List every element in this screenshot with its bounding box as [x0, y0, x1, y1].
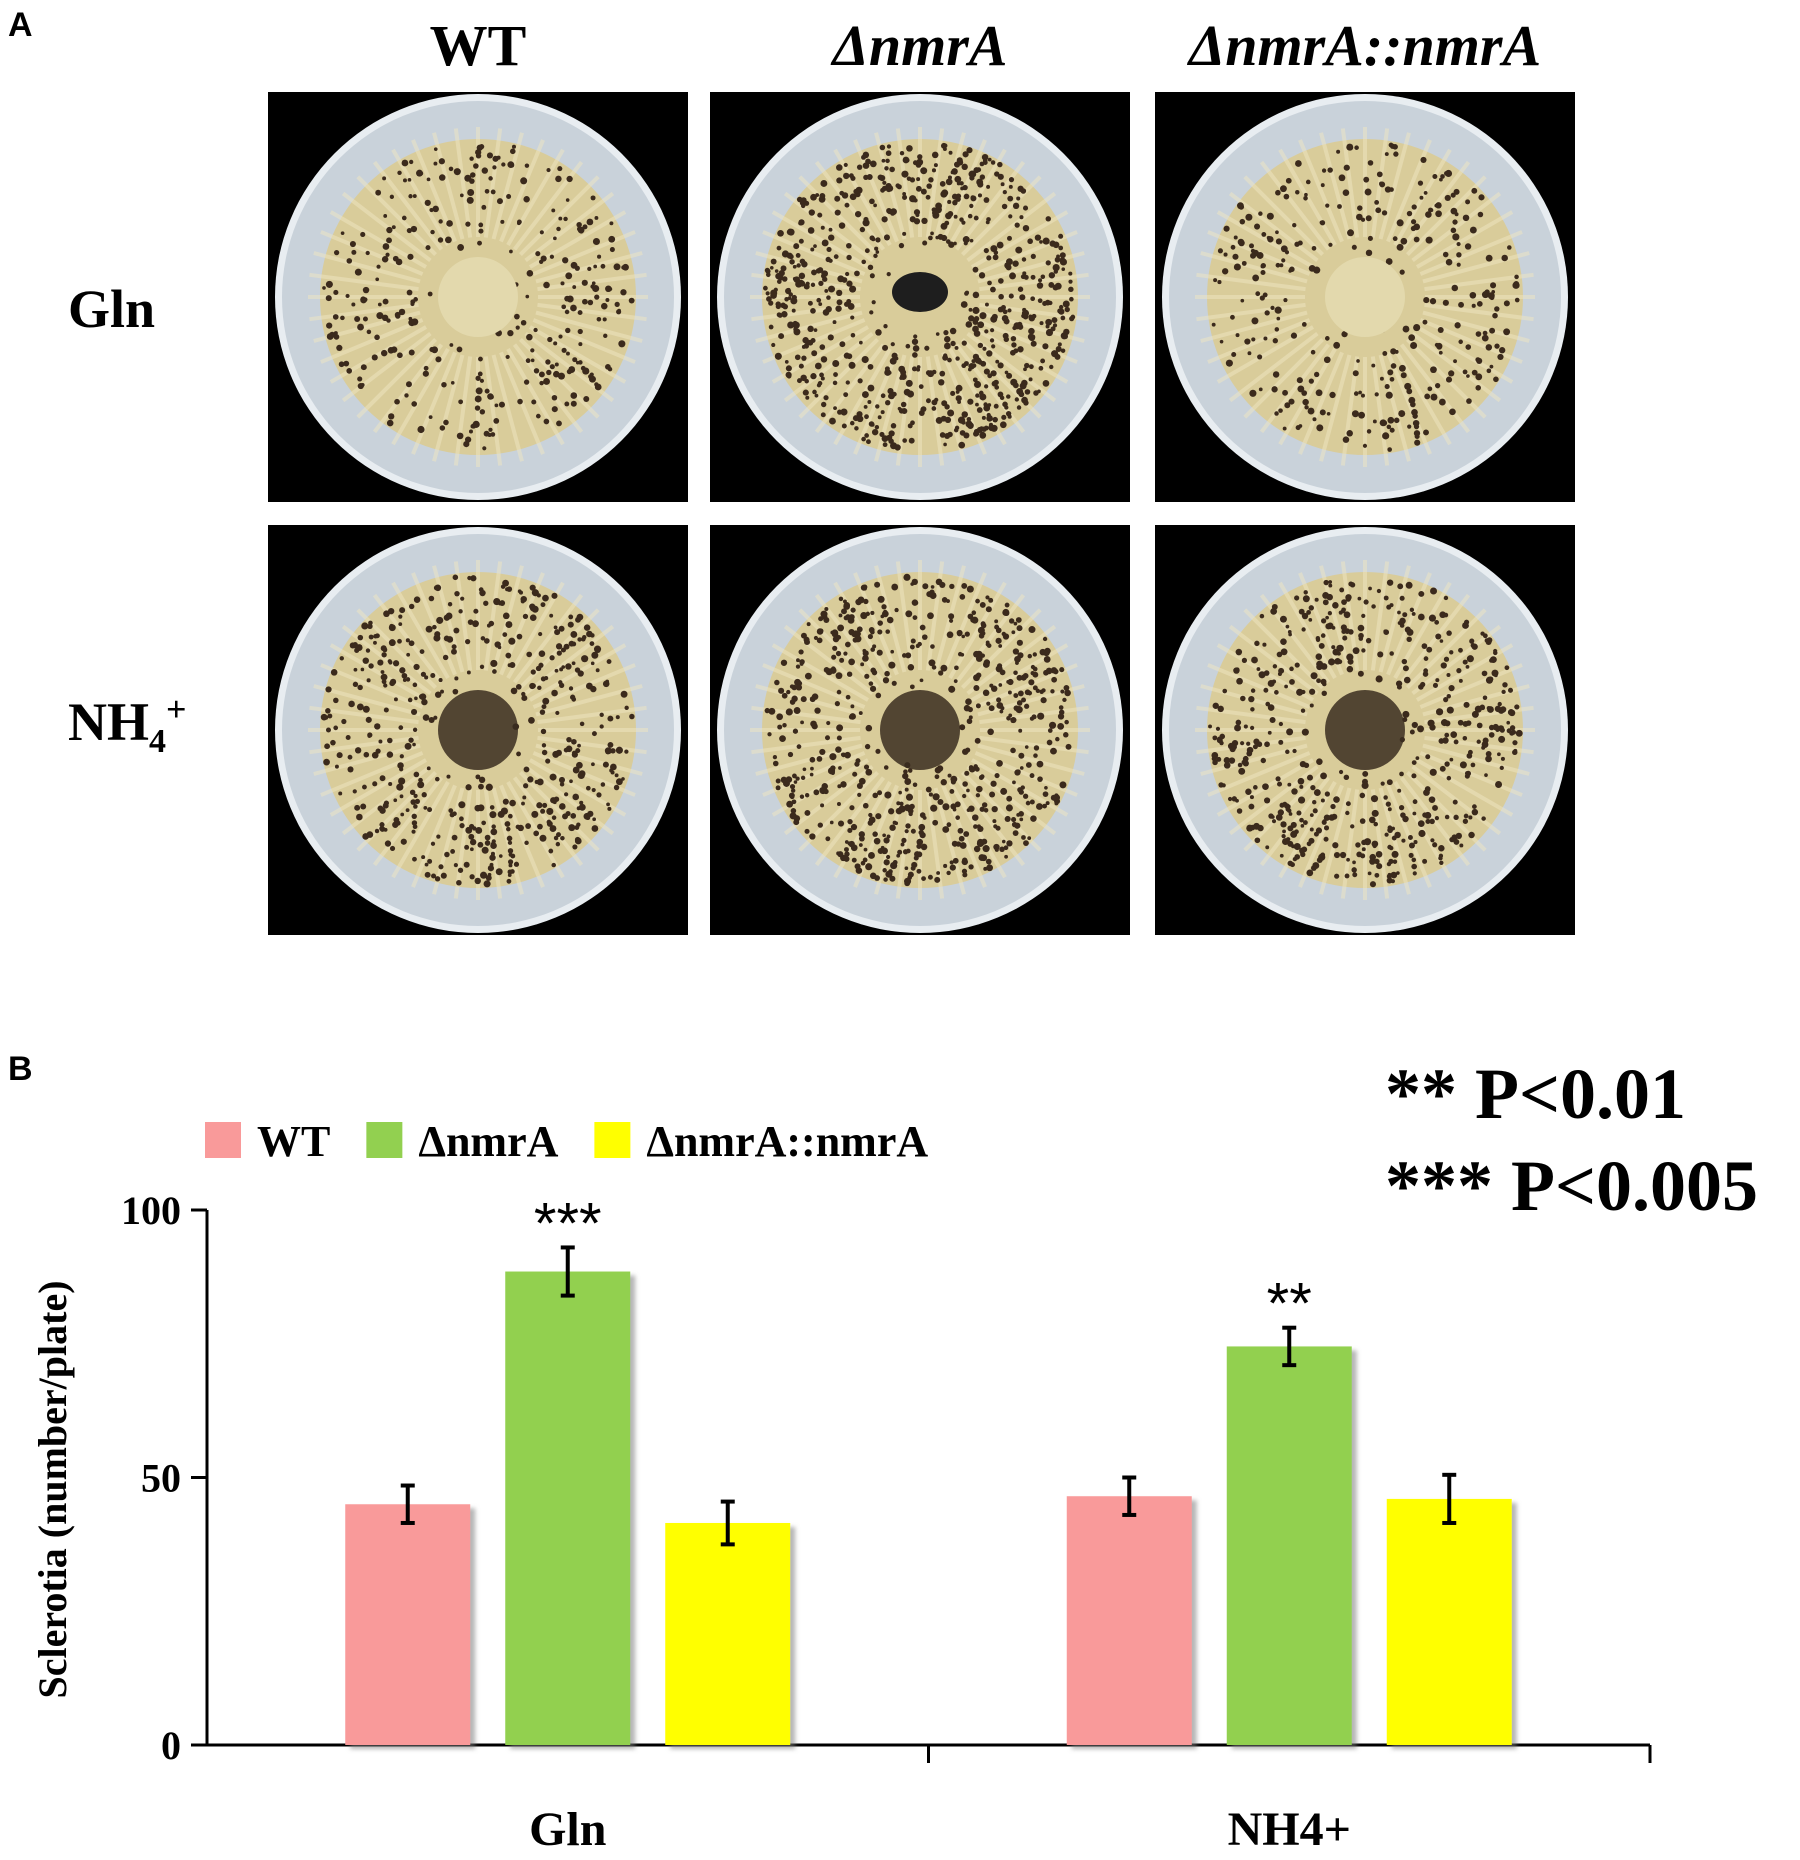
plate-photo-gln-complement	[1155, 92, 1575, 502]
legend-swatch	[366, 1122, 403, 1158]
y-tick-label: 100	[121, 1188, 181, 1233]
legend-label: ΔnmrA	[418, 1117, 558, 1166]
column-header-nmra: ΔnmrA	[832, 13, 1008, 78]
plate-photo-gln-wt	[268, 92, 688, 502]
y-axis-title: Sclerotia (number/plate)	[30, 1280, 75, 1698]
x-tick-label: NH4+	[1228, 1803, 1351, 1856]
bar	[665, 1522, 791, 1745]
x-tick-label: Gln	[529, 1803, 606, 1856]
column-header-wt: WT	[429, 13, 527, 78]
row-header-nh4: NH4+	[68, 689, 187, 760]
column-header-complement: ΔnmrA::nmrA	[1188, 13, 1542, 78]
plate-photo-nh4-complement	[1155, 525, 1575, 935]
bar	[1386, 1498, 1512, 1745]
legend-label: ΔnmrA::nmrA	[646, 1117, 928, 1166]
legend-swatch	[594, 1122, 631, 1158]
panel-a-label: A	[8, 6, 33, 44]
y-tick-label: 50	[141, 1456, 181, 1501]
legend-label: WT	[257, 1117, 330, 1166]
panel-b-label: B	[8, 1050, 33, 1088]
bar	[1066, 1496, 1192, 1745]
plate-photo-gln-nmra	[710, 92, 1130, 502]
y-tick-label: 0	[161, 1723, 181, 1768]
chart-legend: WT ΔnmrA ΔnmrA::nmrA	[205, 1117, 928, 1166]
significance-legend-2star: ** P<0.01	[1385, 1054, 1687, 1134]
plate-photo-nh4-wt	[268, 525, 688, 935]
bar	[345, 1504, 471, 1745]
chart-bars	[345, 1245, 1512, 1745]
chart-labels: Gln *** NH4+ **	[529, 1191, 1351, 1856]
bar	[505, 1271, 631, 1745]
row-header-gln: Gln	[68, 279, 156, 339]
significance-legend-3star: *** P<0.005	[1385, 1146, 1759, 1226]
bar	[1226, 1346, 1352, 1745]
legend-swatch	[205, 1122, 241, 1158]
plate-photo-nh4-nmra	[710, 525, 1130, 935]
significance-annotation: ***	[534, 1191, 602, 1256]
significance-annotation: **	[1267, 1272, 1312, 1337]
